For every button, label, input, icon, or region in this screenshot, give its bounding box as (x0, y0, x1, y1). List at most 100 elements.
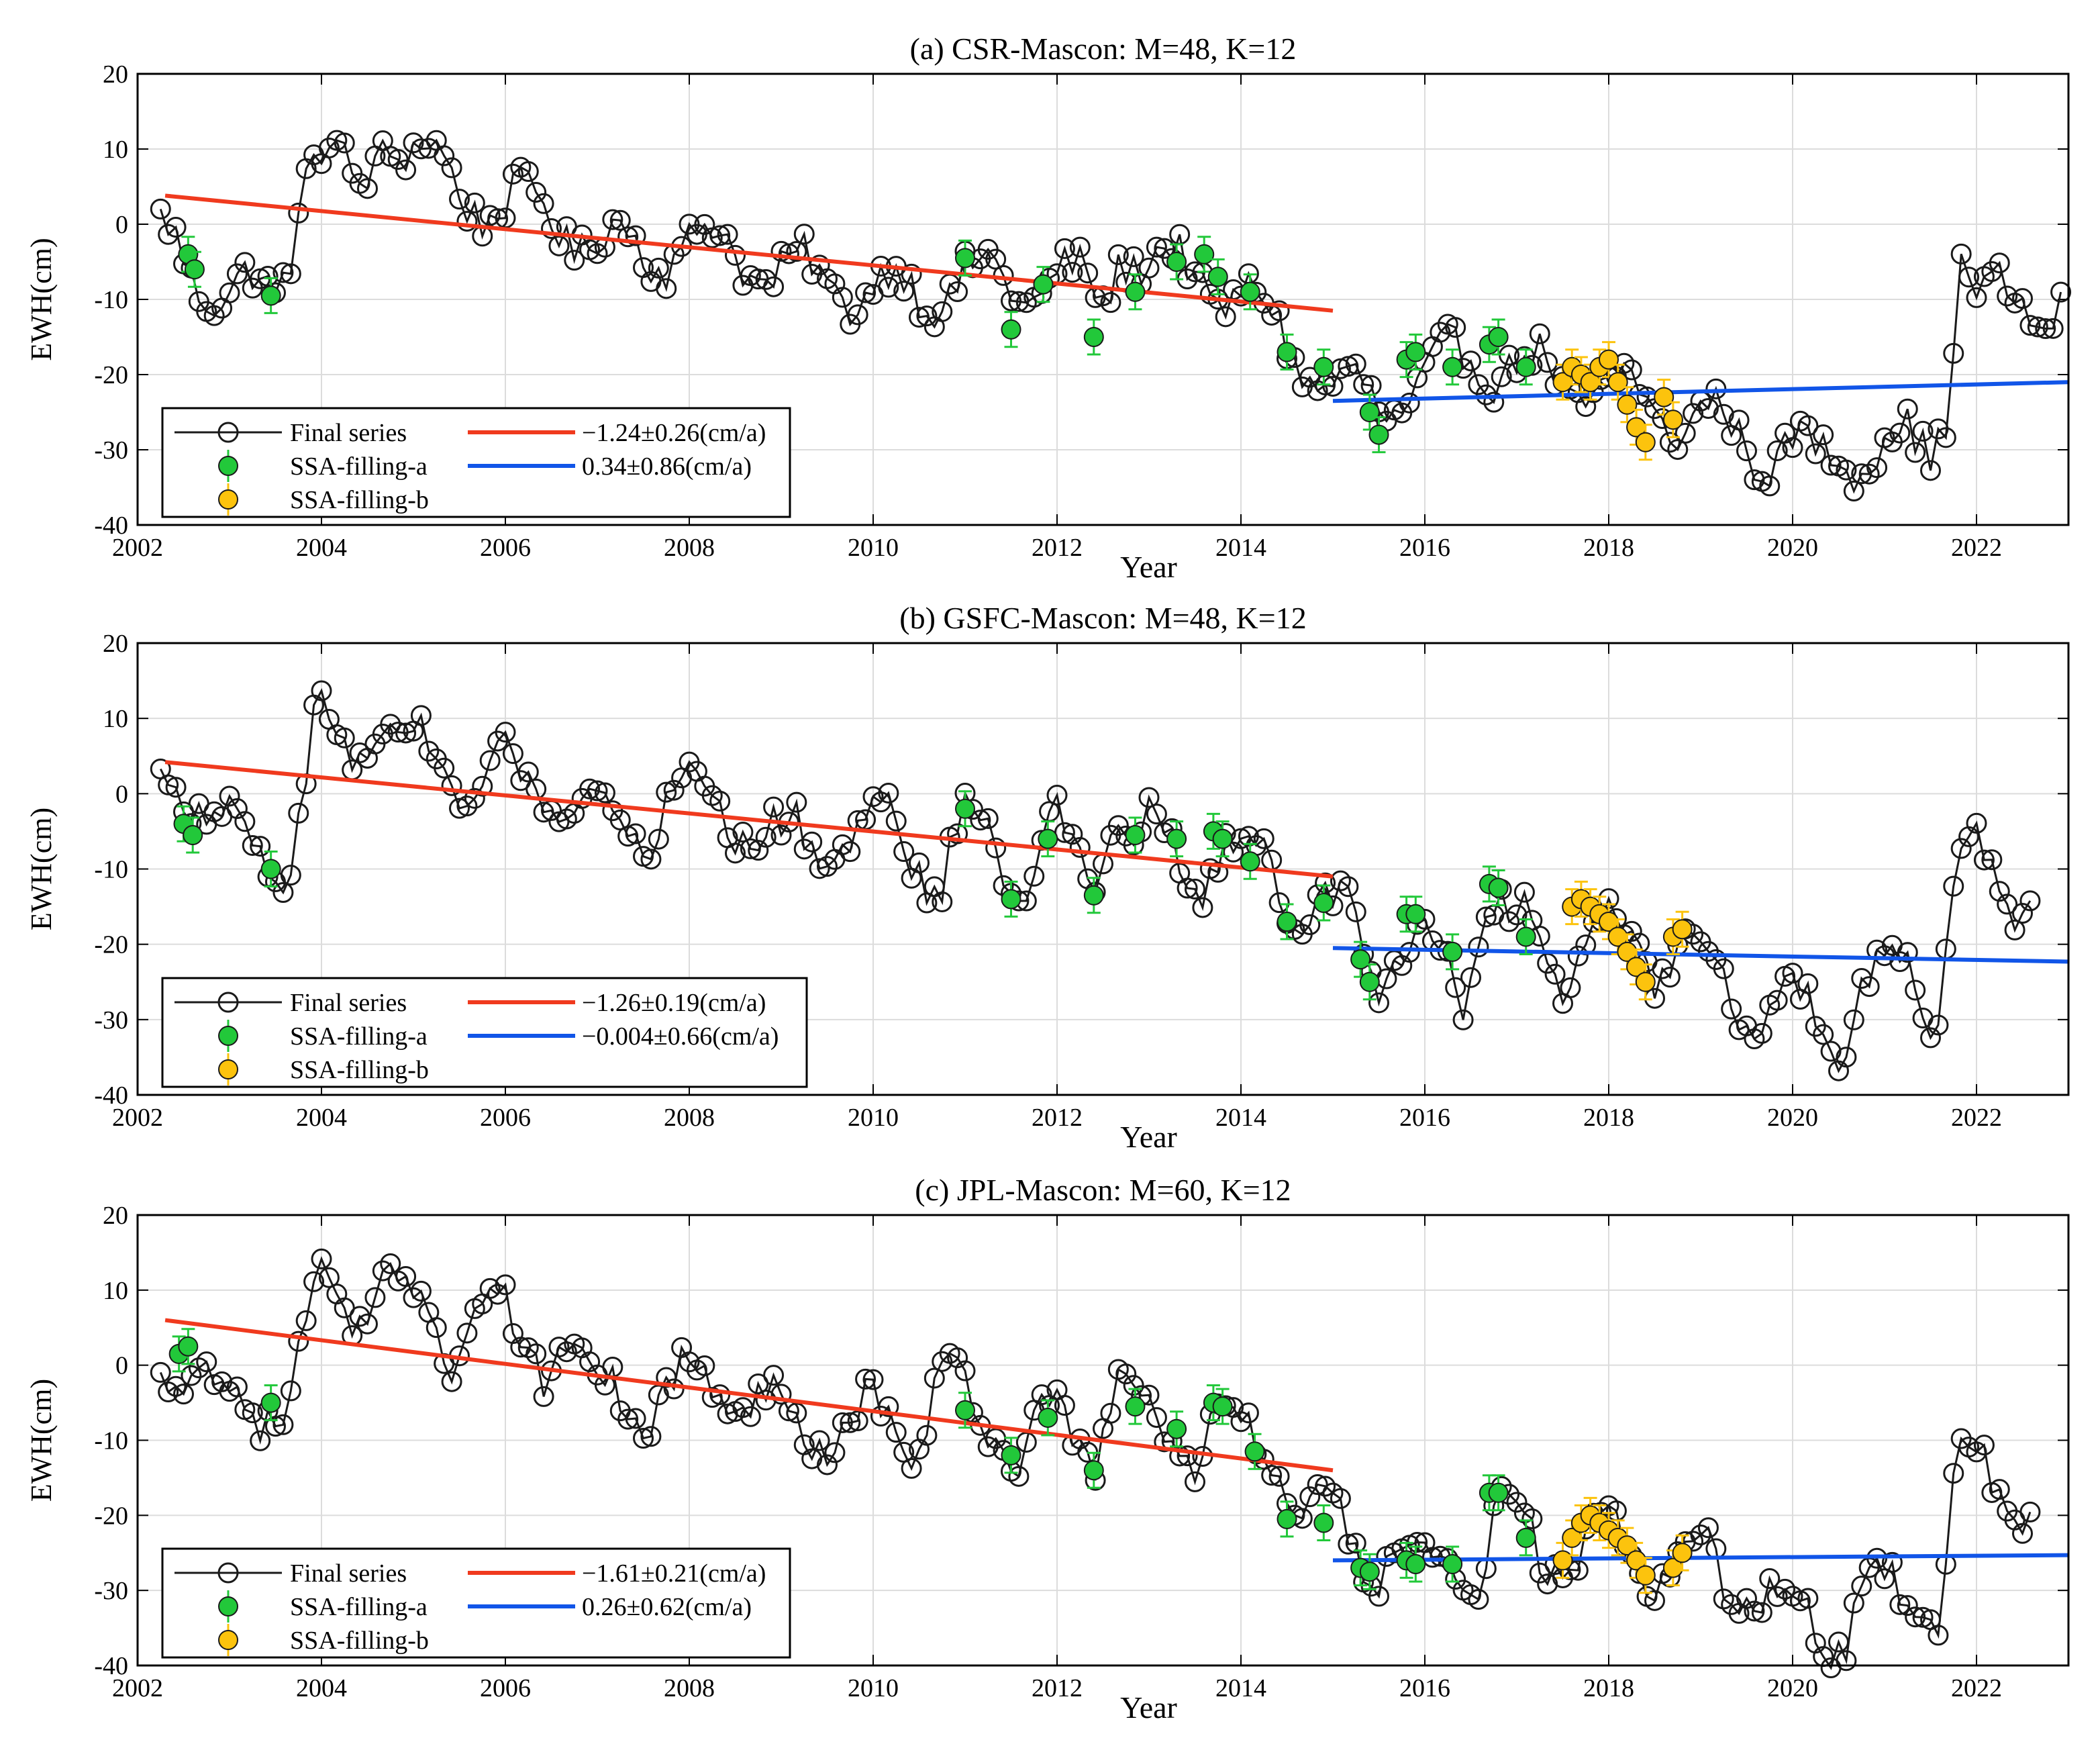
final-series-marker (495, 722, 516, 743)
final-series-marker (740, 1406, 761, 1427)
final-series-marker (1567, 945, 1589, 967)
final-series-marker (372, 1260, 393, 1282)
final-series-marker (755, 826, 777, 848)
final-series-marker (932, 891, 953, 912)
final-series-marker (288, 202, 309, 224)
final-series-marker (242, 1402, 263, 1424)
final-series-marker (1697, 397, 1719, 419)
final-series-marker (1905, 442, 1926, 463)
x-tick-label: 2006 (480, 1674, 531, 1702)
final-series-marker (1046, 785, 1068, 806)
final-series-marker (219, 785, 240, 807)
final-series-marker (793, 224, 815, 245)
final-series-marker (1828, 1631, 1849, 1653)
final-series-marker (663, 779, 685, 801)
ssa-filling-a-point (184, 259, 205, 280)
final-series-marker (832, 287, 853, 308)
final-series-marker (1560, 977, 1581, 998)
final-series-marker (250, 836, 271, 857)
final-series-marker (1950, 838, 1972, 859)
final-series-marker (1107, 244, 1129, 265)
final-series-marker (441, 157, 462, 179)
final-series-marker (801, 831, 823, 853)
final-series-marker (280, 865, 301, 886)
final-series-marker (165, 1375, 187, 1397)
final-series-marker (1766, 1586, 1788, 1607)
final-series-marker (1338, 1533, 1359, 1555)
y-tick-label: 0 (115, 780, 128, 808)
x-tick-label: 2018 (1583, 1674, 1634, 1702)
final-series-marker (1950, 243, 1972, 264)
final-series-marker (395, 159, 417, 181)
final-series-marker (1858, 463, 1880, 485)
ssa-filling-a-point (1001, 319, 1021, 340)
final-series-marker (633, 1427, 654, 1449)
x-axis-label: Year (1120, 550, 1177, 584)
x-axis-label: Year (1120, 1690, 1177, 1725)
final-series-marker (1966, 812, 1987, 834)
final-series-marker (1345, 353, 1366, 375)
final-series-marker (449, 798, 470, 819)
final-series-marker (587, 780, 608, 802)
final-series-marker (1123, 1375, 1144, 1396)
final-series-marker (1766, 989, 1788, 1011)
ssa-filling-b-point (1672, 919, 1693, 940)
final-series-marker (648, 257, 669, 279)
final-series-marker (1452, 1009, 1474, 1030)
ssa-filling-a-point (1125, 1396, 1146, 1417)
final-series-marker (1797, 415, 1819, 436)
final-series-marker (456, 211, 478, 232)
final-series-marker (1468, 1588, 1489, 1610)
y-tick-label: 0 (115, 1352, 128, 1380)
final-series-marker (1697, 1517, 1719, 1539)
final-series-marker (786, 240, 807, 262)
final-series-marker (824, 1442, 846, 1463)
final-series-marker (1928, 1625, 1949, 1646)
final-series-marker (832, 1412, 853, 1433)
final-series-marker (1054, 1395, 1075, 1416)
final-series-marker (464, 787, 485, 809)
final-series-marker (434, 757, 455, 779)
y-tick-label: -40 (94, 512, 128, 540)
final-series-marker (617, 1408, 639, 1430)
final-series-marker (1843, 1592, 1864, 1614)
y-tick-label: -40 (94, 1081, 128, 1110)
final-series-marker (357, 178, 378, 199)
final-series-marker (272, 882, 294, 904)
y-tick-label: -10 (94, 1427, 128, 1455)
final-series-marker (786, 1402, 807, 1424)
final-series-marker (1659, 967, 1681, 988)
final-series-marker (250, 1430, 271, 1451)
final-series-marker (656, 1367, 677, 1388)
final-series-marker (625, 823, 646, 844)
final-series-marker (1728, 409, 1750, 431)
final-series-marker (2019, 315, 2041, 336)
final-series-marker (1322, 375, 1344, 397)
final-series-marker (1421, 1547, 1443, 1568)
final-series-marker (1989, 1479, 2010, 1500)
final-series-marker (1966, 287, 1987, 308)
final-series-marker (1445, 977, 1466, 998)
x-tick-label: 2004 (296, 1104, 347, 1132)
ssa-filling-a-point (1515, 356, 1536, 377)
final-series-marker (226, 263, 248, 285)
final-series-marker (893, 841, 915, 863)
ssa-filling-a-point (1515, 1527, 1536, 1548)
y-tick-label: 10 (103, 705, 128, 733)
final-series-marker (434, 145, 455, 166)
ssa-filling-b-point (1635, 971, 1656, 992)
final-series-marker (1897, 398, 1918, 420)
final-series-marker (763, 276, 785, 297)
final-series-marker (295, 1310, 317, 1331)
final-series-marker (1966, 1441, 1987, 1463)
final-series-marker (1299, 1486, 1321, 1508)
final-series-marker (1866, 457, 1888, 479)
final-series-marker (1338, 876, 1359, 898)
final-series-marker (1185, 878, 1205, 900)
final-series-marker (1529, 323, 1550, 344)
ssa-filling-a-point (1368, 424, 1389, 445)
final-series-marker (1537, 352, 1558, 373)
final-series-marker (1797, 973, 1819, 994)
final-series-marker (977, 808, 999, 829)
